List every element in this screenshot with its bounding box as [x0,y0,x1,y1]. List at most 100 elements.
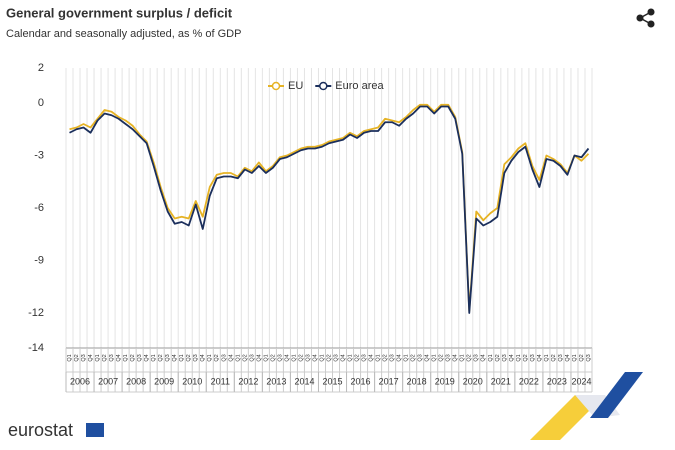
y-tick-label: -3 [34,149,44,161]
x-tick-label: Q1 [151,354,157,361]
x-tick-label: Q1 [319,354,325,361]
legend-marker [319,81,328,91]
series-line [69,103,590,313]
x-tick-label: Q1 [347,354,353,361]
decor [530,372,643,440]
x-tick-label: Q3 [390,354,396,361]
x-tick-label: Q3 [221,354,227,361]
x-group-label: 2013 [266,376,286,386]
x-tick-label: Q1 [179,354,185,361]
x-tick-label: Q4 [397,354,403,361]
x-tick-label: Q3 [530,354,536,361]
y-tick-label: -9 [34,254,44,266]
x-tick-label: Q2 [495,354,501,361]
x-group-label: 2016 [351,376,371,386]
x-tick-label: Q3 [558,354,564,361]
x-tick-label: Q4 [88,354,94,361]
x-tick-label: Q2 [355,354,361,361]
legend-label: EU [288,80,303,92]
x-tick-label: Q4 [565,354,571,361]
x-group-label: 2024 [571,376,591,386]
x-tick-label: Q1 [67,354,73,361]
x-tick-label: Q2 [74,354,80,361]
x-tick-label: Q2 [551,354,557,361]
x-group-label: 2011 [211,376,230,386]
x-tick-label: Q3 [249,354,255,361]
x-tick-label: Q2 [523,354,529,361]
brand-logo: eurostat [8,420,73,440]
x-tick-label: Q4 [369,354,375,361]
x-tick-label: Q3 [446,354,452,361]
x-group-label: 2020 [463,376,483,386]
legend-marker [271,81,281,91]
x-tick-label: Q2 [186,354,192,361]
x-group-label: 2017 [379,376,399,386]
y-tick-label: -12 [28,307,44,319]
x-tick-label: Q2 [214,354,220,361]
x-group-label: 2007 [98,376,118,386]
x-tick-label: Q2 [130,354,136,361]
legend-label: Euro area [335,80,384,92]
x-tick-label: Q4 [256,354,262,361]
x-tick-label: Q1 [432,354,438,361]
x-group-label: 2010 [182,376,202,386]
x-tick-label: Q4 [481,354,487,361]
x-tick-label: Q4 [340,354,346,361]
x-tick-label: Q1 [263,354,269,361]
x-tick-label: Q2 [298,354,304,361]
x-group-label: 2021 [491,376,511,386]
y-tick-label: -6 [34,202,44,214]
x-tick-label: Q2 [242,354,248,361]
x-tick-label: Q1 [404,354,410,361]
x-tick-label: Q4 [284,354,290,361]
y-tick-label: 2 [38,62,44,74]
x-tick-label: Q2 [579,354,585,361]
x-tick-label: Q4 [228,354,234,361]
x-tick-label: Q1 [572,354,578,361]
x-tick-label: Q1 [488,354,494,361]
x-tick-label: Q4 [453,354,459,361]
x-tick-label: Q4 [312,354,318,361]
x-tick-label: Q1 [376,354,382,361]
x-tick-label: Q3 [137,354,143,361]
x-tick-label: Q2 [102,354,108,361]
x-tick-label: Q3 [305,354,311,361]
x-tick-label: Q1 [544,354,550,361]
x-tick-label: Q4 [425,354,431,361]
x-group-label: 2022 [519,376,539,386]
x-tick-label: Q3 [362,354,368,361]
x-tick-label: Q3 [502,354,508,361]
x-tick-label: Q3 [418,354,424,361]
x-tick-label: Q2 [158,354,164,361]
x-group-label: 2018 [407,376,427,386]
x-tick-label: Q3 [277,354,283,361]
x-tick-label: Q1 [207,354,213,361]
x-tick-label: Q1 [235,354,241,361]
x-tick-label: Q4 [509,354,515,361]
x-tick-label: Q2 [467,354,473,361]
share-icon[interactable] [636,8,655,28]
x-group-label: 2019 [435,376,455,386]
x-tick-label: Q2 [439,354,445,361]
x-tick-label: Q2 [270,354,276,361]
x-tick-label: Q4 [200,354,206,361]
x-group-label: 2014 [294,376,314,386]
x-tick-label: Q1 [516,354,522,361]
x-group-label: 2008 [126,376,146,386]
x-tick-label: Q3 [193,354,199,361]
x-tick-label: Q2 [411,354,417,361]
x-group-label: 2009 [154,376,174,386]
x-tick-label: Q3 [165,354,171,361]
y-tick-label: -14 [28,342,44,354]
chart-title: General government surplus / deficit [6,5,233,20]
x-tick-label: Q4 [116,354,122,361]
x-tick-label: Q2 [383,354,389,361]
x-tick-label: Q4 [144,354,150,361]
x-tick-label: Q1 [123,354,129,361]
x-tick-label: Q3 [109,354,115,361]
x-tick-label: Q3 [586,354,592,361]
eu-flag [86,423,104,437]
y-tick-label: 0 [38,97,44,109]
x-tick-label: Q1 [460,354,466,361]
